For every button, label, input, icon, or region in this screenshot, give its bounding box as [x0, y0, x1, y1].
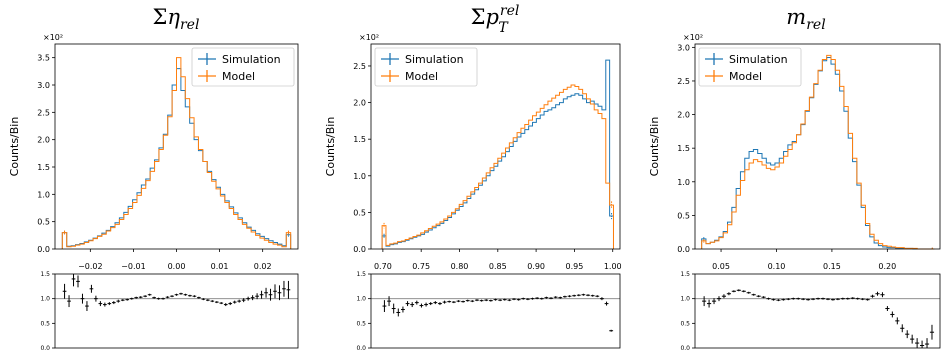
y-tick-label: 0.5: [353, 208, 366, 217]
legend: Simulation Model: [698, 47, 802, 87]
y-tick-label: 0.0: [677, 245, 690, 254]
y-axis-label: Counts/Bin: [324, 117, 337, 177]
model-series-line: [381, 84, 614, 249]
ratio-y-tick-label: 1.5: [356, 271, 366, 278]
x-tick-label: 0.85: [489, 262, 507, 271]
model-series-line: [61, 57, 292, 249]
chart-3: mrel ×10² Counts/Bin 0.0 0.5 1.0 1.5 2.0 2.5 3.0 0…: [648, 5, 941, 352]
y-tick-label: 2.5: [37, 108, 50, 117]
y-tick-label: 2.5: [677, 77, 690, 86]
chart-title: Σηrel: [153, 5, 200, 33]
legend-box: [191, 47, 295, 87]
ratio-axes-frame: [694, 273, 941, 349]
y-multiplier: ×10²: [359, 33, 379, 42]
x-tick-label: −0.02: [78, 262, 103, 271]
y-multiplier: ×10²: [43, 33, 63, 42]
legend: Simulation Model: [191, 47, 295, 87]
x-tick-label: 0.70: [374, 262, 392, 271]
y-tick-label: 3.0: [37, 81, 50, 90]
chart-title: mrel: [786, 5, 825, 33]
x-tick-label: 0.02: [254, 262, 272, 271]
x-tick-label: 0.75: [412, 262, 430, 271]
legend-entry-simulation: Simulation: [405, 53, 464, 66]
title-prefix: Σ: [471, 5, 486, 29]
y-tick-label: 0.0: [37, 245, 50, 254]
chart-1: Σηrel ×10² Counts/Bin 0.0 0.5 1.0 1.5 2.0 2.5 3.0…: [8, 5, 299, 352]
y-tick-label: 2.0: [677, 111, 690, 120]
legend-entry-simulation: Simulation: [729, 53, 788, 66]
legend-entry-simulation: Simulation: [222, 53, 281, 66]
y-tick-label: 0.5: [37, 218, 50, 227]
title-prefix: Σ: [153, 5, 168, 29]
title-superscript: rel: [500, 3, 519, 19]
x-tick-label: 0.01: [211, 262, 229, 271]
chart-title: Σprel T: [471, 3, 520, 36]
ratio-y-tick-label: 0.5: [680, 320, 690, 327]
ratio-y-tick-label: 1.0: [40, 296, 50, 303]
title-subscript: T: [498, 20, 509, 36]
y-tick-label: 1.0: [353, 172, 366, 181]
legend-entry-model: Model: [729, 70, 762, 83]
y-tick-label: 2.5: [353, 62, 366, 71]
x-tick-label: 0.15: [823, 262, 841, 271]
ratio-axes-frame: [370, 273, 621, 349]
simulation-series-line: [61, 68, 292, 249]
y-tick-label: 2.0: [353, 99, 366, 108]
main-axes-frame: [694, 43, 941, 250]
ratio-y-tick-label: 0.0: [40, 345, 50, 352]
ratio-y-tick-label: 0.5: [40, 320, 50, 327]
ratio-y-tick-label: 1.0: [680, 296, 690, 303]
legend-box: [698, 47, 802, 87]
ratio-y-tick-label: 0.0: [356, 345, 366, 352]
title-subscript: rel: [180, 17, 199, 33]
title-symbol: m: [786, 5, 806, 29]
x-tick-label: 0.90: [527, 262, 545, 271]
ratio-axes-frame: [54, 273, 299, 349]
title-symbol: η: [167, 5, 180, 29]
x-tick-label: 0.20: [878, 262, 896, 271]
legend-entry-model: Model: [222, 70, 255, 83]
x-tick-label: 0.95: [566, 262, 584, 271]
y-tick-label: 1.0: [677, 178, 690, 187]
y-tick-label: 2.0: [37, 136, 50, 145]
title-symbol: p: [485, 5, 498, 29]
ratio-y-tick-label: 0.5: [356, 320, 366, 327]
ratio-y-tick-label: 1.0: [356, 296, 366, 303]
x-tick-label: 0.05: [712, 262, 730, 271]
model-series-line: [701, 54, 935, 250]
y-tick-label: 1.0: [37, 190, 50, 199]
y-tick-label: 3.0: [677, 43, 690, 52]
legend: Simulation Model: [374, 47, 478, 87]
y-tick-label: 0.5: [677, 211, 690, 220]
ratio-y-tick-label: 1.5: [680, 271, 690, 278]
y-tick-label: 1.5: [677, 144, 690, 153]
legend-box: [374, 47, 478, 87]
title-subscript: rel: [806, 17, 825, 33]
y-tick-label: 3.5: [37, 54, 50, 63]
ratio-y-tick-label: 0.0: [680, 345, 690, 352]
chart-2: Σprel T ×10² Counts/Bin 0.0 0.5 1.0 1.5 2.0 2.5 0.…: [324, 3, 622, 352]
y-tick-label: 0.0: [353, 245, 366, 254]
y-tick-label: 1.5: [37, 163, 50, 172]
x-tick-label: 0.00: [168, 262, 186, 271]
ratio-y-tick-label: 1.5: [40, 271, 50, 278]
x-tick-label: 0.10: [768, 262, 786, 271]
x-tick-label: 1.00: [604, 262, 622, 271]
y-axis-label: Counts/Bin: [8, 117, 21, 177]
main-axes-frame: [370, 43, 621, 250]
y-multiplier: ×10²: [683, 33, 703, 42]
x-tick-label: −0.01: [121, 262, 146, 271]
x-tick-label: 0.80: [451, 262, 469, 271]
y-tick-label: 1.5: [353, 135, 366, 144]
legend-entry-model: Model: [405, 70, 438, 83]
y-axis-label: Counts/Bin: [648, 117, 661, 177]
